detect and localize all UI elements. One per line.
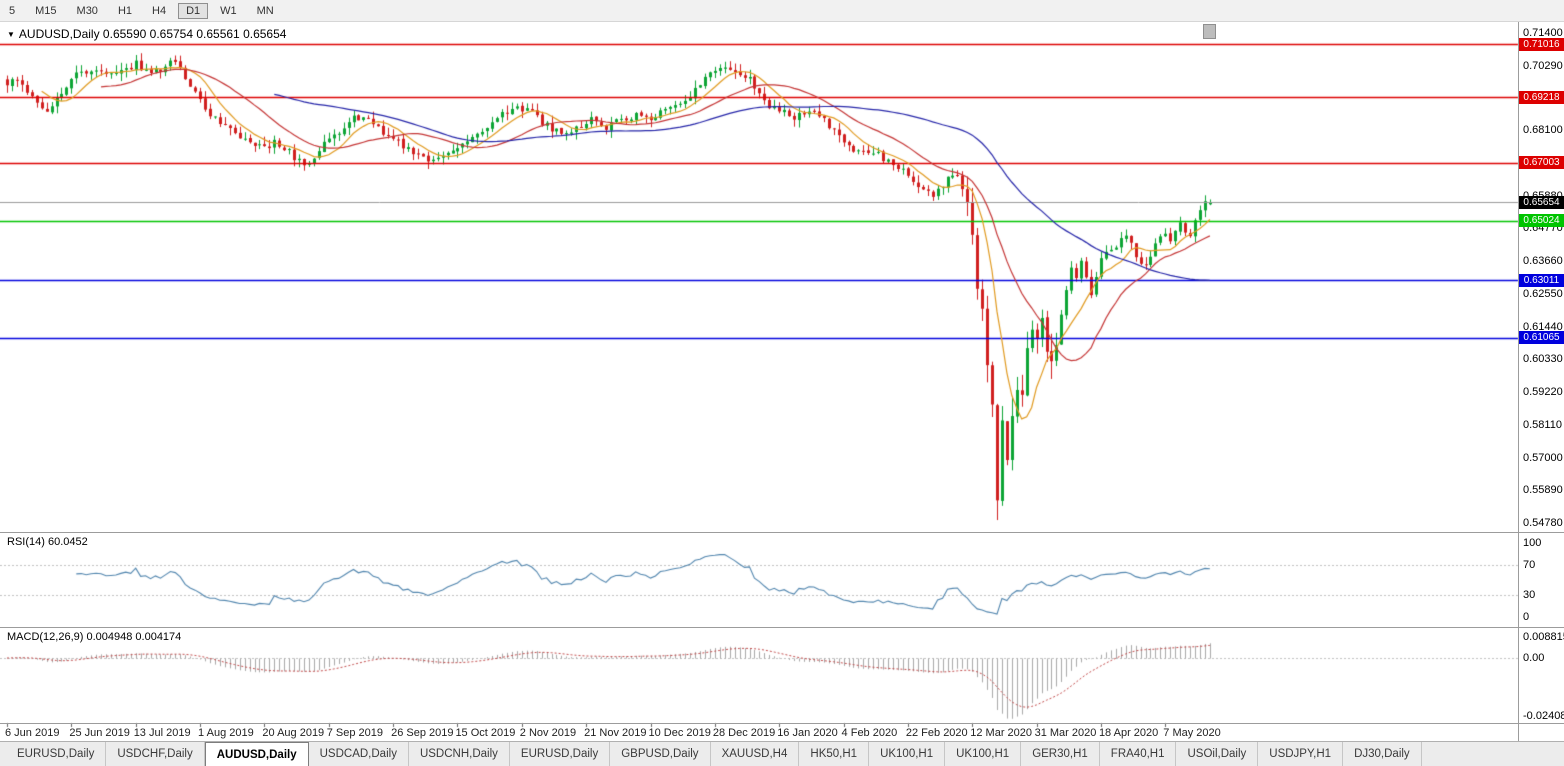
level-price-badge: 0.71016 [1519, 37, 1564, 51]
timeframe-button-h1[interactable]: H1 [117, 4, 132, 17]
chart-tab-uk100-h1[interactable]: UK100,H1 [869, 742, 946, 766]
chart-scroll-thumb[interactable] [1203, 24, 1216, 39]
time-axis-label: 26 Sep 2019 [391, 727, 454, 739]
chart-tab-xauusd-h4[interactable]: XAUUSD,H4 [710, 742, 800, 766]
current-price-badge: 0.65654 [1519, 195, 1564, 209]
rsi-axis-label: 70 [1523, 559, 1536, 572]
price-axis-label: 0.58110 [1523, 418, 1562, 431]
price-axis-label: 0.54780 [1523, 516, 1563, 529]
chart-title: ▼ AUDUSD,Daily 0.65590 0.65754 0.65561 0.… [7, 27, 286, 41]
timeframe-button-d1[interactable]: D1 [178, 2, 209, 19]
time-axis-label: 6 Jun 2019 [5, 727, 60, 739]
time-axis-label: 28 Dec 2019 [712, 727, 776, 739]
price-axis-label: 0.62550 [1523, 287, 1563, 300]
pane-separator-rsi-macd[interactable] [0, 627, 1564, 628]
time-axis-label: 1 Aug 2019 [198, 727, 254, 739]
chart-tab-ger30-h1[interactable]: GER30,H1 [1021, 742, 1100, 766]
chart-tab-hk50-h1[interactable]: HK50,H1 [799, 742, 870, 766]
time-axis-label: 21 Nov 2019 [584, 727, 647, 739]
chart-tab-eurusd-daily[interactable]: EURUSD,Daily [6, 742, 107, 766]
time-axis-label: 13 Jul 2019 [133, 727, 191, 739]
chart-tab-dj30-daily[interactable]: DJ30,Daily [1343, 742, 1422, 766]
level-price-badge: 0.69218 [1519, 90, 1564, 104]
rsi-indicator-label: RSI(14) 60.0452 [7, 536, 88, 548]
time-axis-label: 25 Jun 2019 [69, 727, 130, 739]
timeframe-button-mn[interactable]: MN [256, 4, 274, 17]
price-axis-label: 0.57000 [1523, 451, 1563, 464]
rsi-axis-label: 0 [1523, 611, 1530, 623]
pane-separator-main-rsi[interactable] [0, 532, 1564, 533]
time-axis-label: 22 Feb 2020 [905, 727, 968, 739]
chart-tab-usoil-daily[interactable]: USOil,Daily [1176, 742, 1259, 766]
time-axis-label: 4 Feb 2020 [841, 727, 898, 739]
time-axis-label: 18 Apr 2020 [1098, 727, 1159, 739]
time-axis-label: 31 Mar 2020 [1034, 727, 1097, 739]
chart-tab-usdchf-daily[interactable]: USDCHF,Daily [106, 742, 205, 766]
rsi-axis-label: 30 [1523, 588, 1536, 601]
time-axis-label: 7 May 2020 [1163, 727, 1221, 739]
time-axis-label: 20 Aug 2019 [262, 727, 325, 739]
macd-axis-label: 0.008815 [1523, 630, 1564, 643]
chart-tab-usdjpy-h1[interactable]: USDJPY,H1 [1258, 742, 1344, 766]
price-axis-separator [1518, 22, 1519, 741]
time-axis-label: 7 Sep 2019 [326, 727, 384, 739]
chart-tab-fra40-h1[interactable]: FRA40,H1 [1099, 742, 1177, 766]
time-axis-label: 16 Jan 2020 [777, 727, 838, 739]
time-axis-label: 2 Nov 2019 [519, 727, 577, 739]
timeframe-toolbar: 5 M15 M30 H1 H4 D1 W1 MN [0, 0, 1564, 22]
chart-tab-uk100-h1[interactable]: UK100,H1 [945, 742, 1022, 766]
chart-tab-bar: EURUSD,Daily USDCHF,Daily AUDUSD,Daily USDC… [0, 741, 1564, 766]
price-axis-label: 0.70290 [1523, 59, 1563, 72]
timeframe-button-m30[interactable]: M30 [76, 4, 98, 17]
chart-tab-eurusd-daily[interactable]: EURUSD,Daily [509, 742, 611, 766]
symbol-dropdown-icon[interactable]: ▼ [7, 30, 15, 39]
price-axis-label: 0.68100 [1523, 124, 1563, 137]
chart-tab-usdcnh-daily[interactable]: USDCNH,Daily [408, 742, 510, 766]
chart-title-text: AUDUSD,Daily 0.65590 0.65754 0.65561 0.6… [18, 27, 287, 41]
chart-tab-audusd-daily[interactable]: AUDUSD,Daily [204, 742, 309, 766]
macd-axis-label: -0.024082 [1523, 709, 1564, 722]
timeframe-button-h4[interactable]: H4 [152, 4, 167, 17]
price-axis-label: 0.63660 [1523, 255, 1563, 268]
timeframe-button-m15[interactable]: M15 [35, 4, 57, 17]
level-price-badge: 0.61065 [1519, 331, 1564, 345]
price-axis-label: 0.61440 [1523, 320, 1563, 333]
macd-indicator-label: MACD(12,26,9) 0.004948 0.004174 [7, 631, 182, 643]
level-price-badge: 0.67003 [1519, 156, 1564, 170]
price-axis-label: 0.59220 [1523, 386, 1563, 399]
price-axis-label: 0.71400 [1523, 27, 1563, 39]
level-price-badge: 0.65024 [1519, 214, 1564, 228]
time-axis-label: 10 Dec 2019 [648, 727, 711, 739]
pane-separator-macd-timeaxis [0, 723, 1564, 724]
rsi-axis-label: 100 [1523, 537, 1542, 549]
price-axis-label: 0.60330 [1523, 353, 1563, 366]
timeframe-button-5[interactable]: 5 [9, 4, 16, 17]
chart-tab-gbpusd-daily[interactable]: GBPUSD,Daily [610, 742, 711, 766]
timeframe-button-w1[interactable]: W1 [220, 4, 237, 17]
level-price-badge: 0.63011 [1519, 273, 1564, 287]
chart-tab-usdcad-daily[interactable]: USDCAD,Daily [308, 742, 409, 766]
price-axis-label: 0.55890 [1523, 484, 1563, 497]
macd-axis-label: 0.00 [1523, 652, 1545, 664]
time-axis-label: 15 Oct 2019 [455, 727, 516, 739]
time-axis-label: 12 Mar 2020 [970, 727, 1033, 739]
